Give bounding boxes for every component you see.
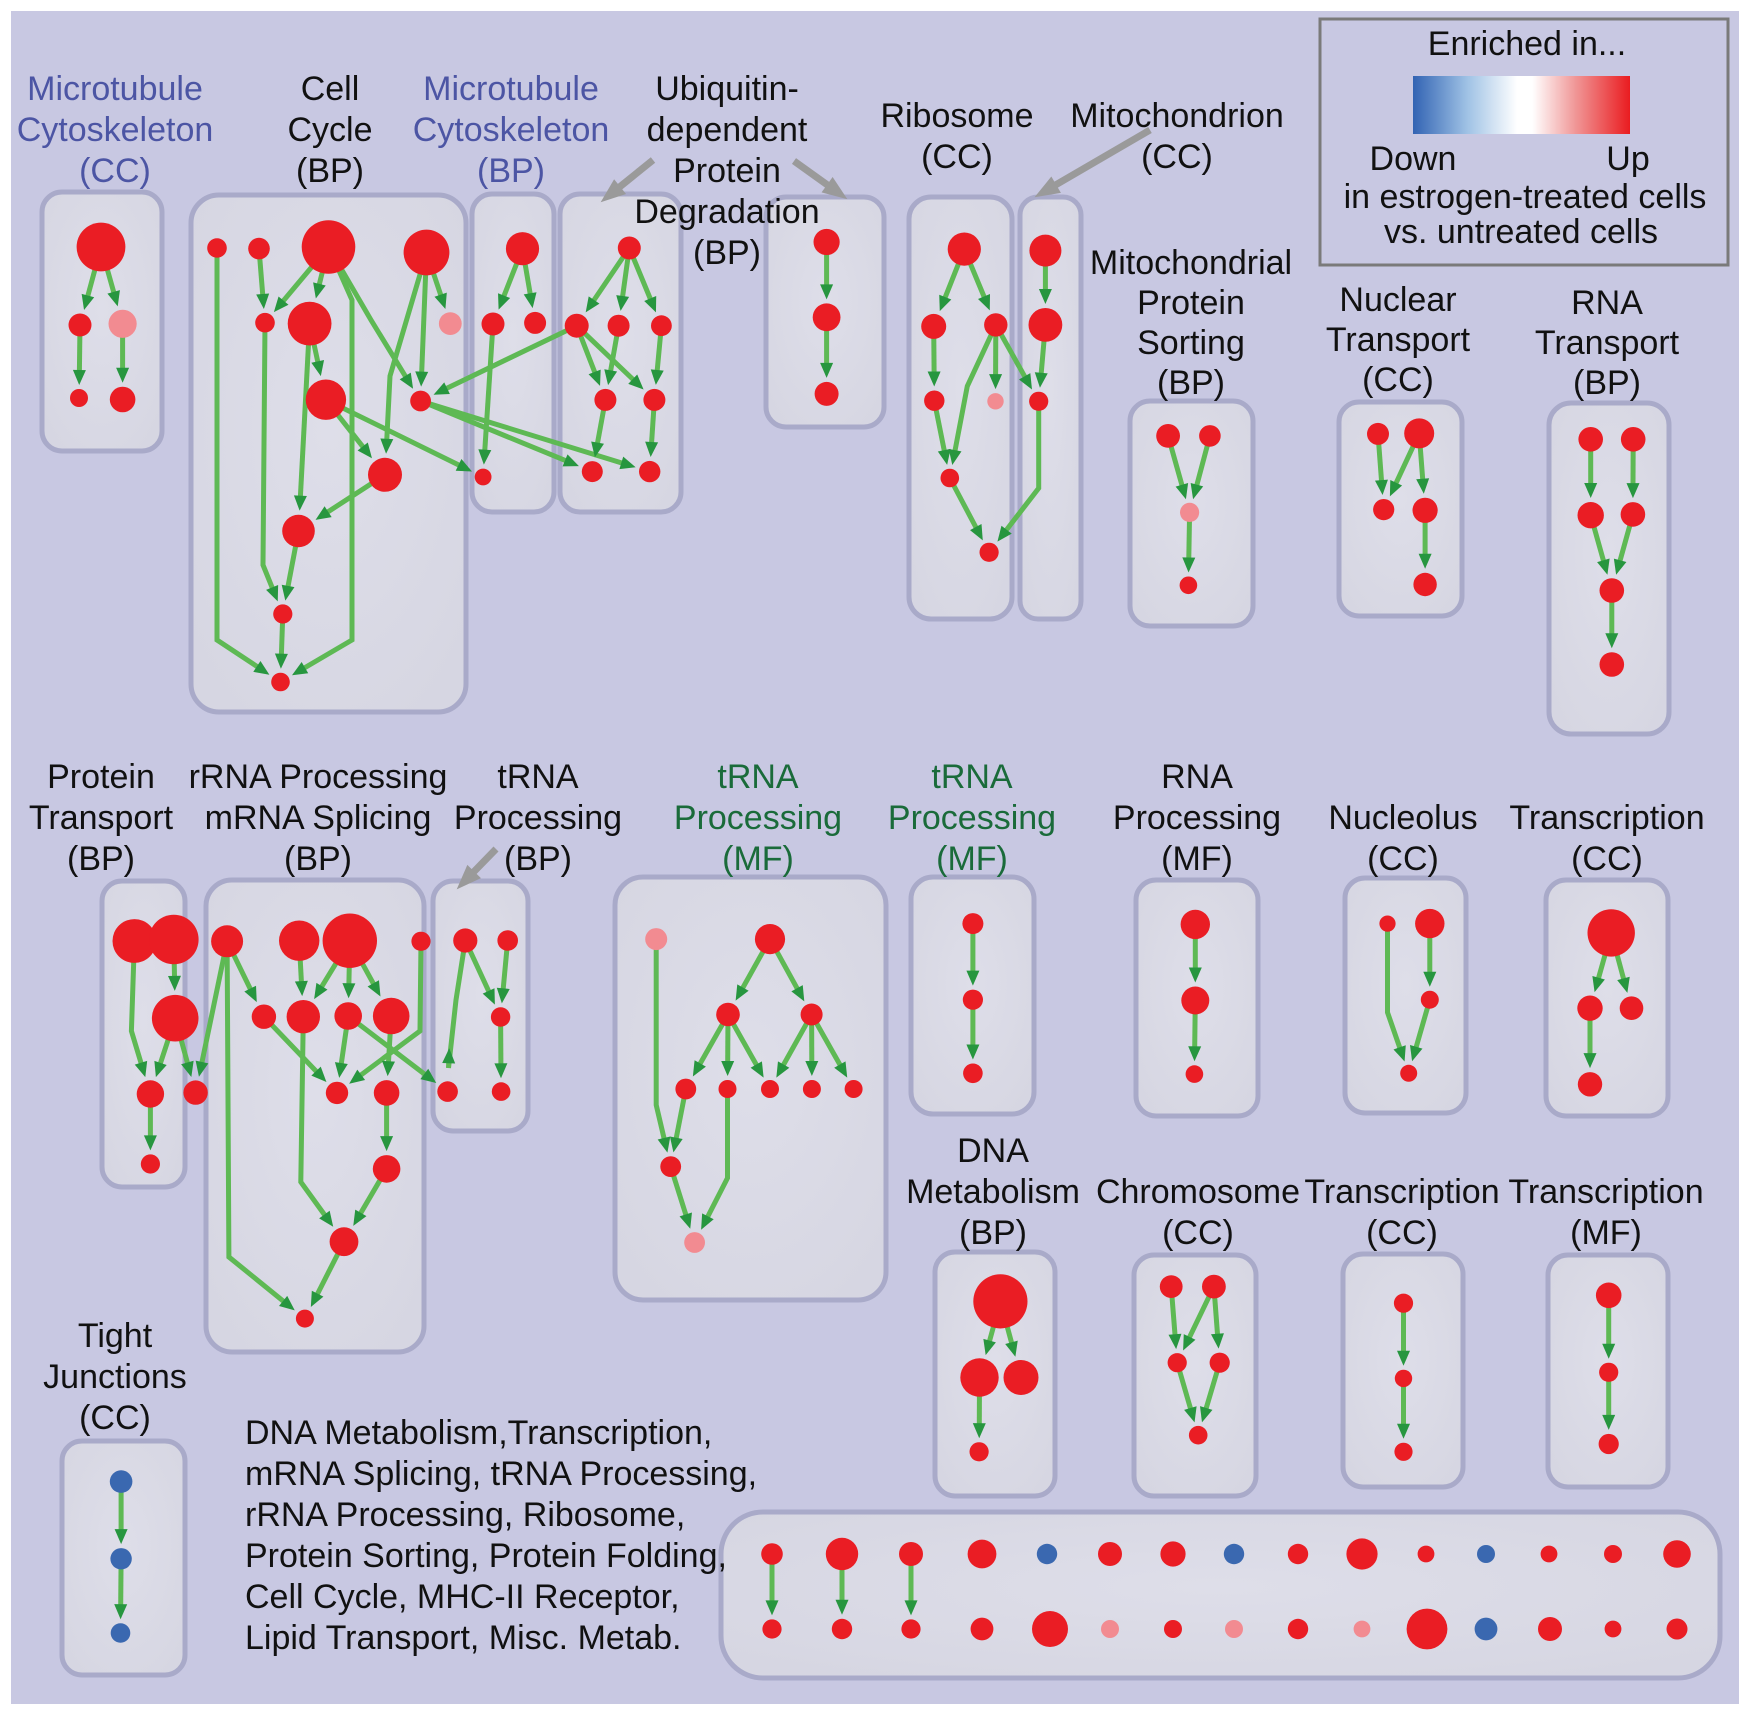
svg-text:tRNA: tRNA xyxy=(717,758,799,796)
svg-text:Transcription: Transcription xyxy=(1509,799,1704,837)
svg-text:tRNA: tRNA xyxy=(497,758,579,796)
svg-text:Processing: Processing xyxy=(674,799,842,837)
svg-text:Metabolism: Metabolism xyxy=(906,1173,1080,1211)
svg-text:Up: Up xyxy=(1606,140,1649,178)
svg-text:mRNA Splicing, tRNA Processing: mRNA Splicing, tRNA Processing, xyxy=(245,1455,757,1493)
svg-text:(BP): (BP) xyxy=(693,234,761,272)
svg-text:Microtubule: Microtubule xyxy=(27,70,203,108)
svg-text:DNA: DNA xyxy=(957,1132,1029,1170)
svg-text:(MF): (MF) xyxy=(1570,1214,1642,1252)
svg-text:Enriched in...: Enriched in... xyxy=(1428,25,1626,63)
svg-text:Sorting: Sorting xyxy=(1137,324,1245,362)
svg-text:Cell: Cell xyxy=(301,70,360,108)
svg-text:(CC): (CC) xyxy=(1366,1214,1438,1252)
svg-text:Protein: Protein xyxy=(1137,284,1245,322)
svg-text:(CC): (CC) xyxy=(79,1399,151,1437)
svg-text:(CC): (CC) xyxy=(1571,840,1643,878)
svg-text:Cytoskeleton: Cytoskeleton xyxy=(17,111,214,149)
svg-text:RNA: RNA xyxy=(1161,758,1233,796)
svg-text:Processing: Processing xyxy=(1113,799,1281,837)
svg-text:Transport: Transport xyxy=(29,799,174,837)
svg-text:Chromosome: Chromosome xyxy=(1096,1173,1300,1211)
svg-text:Cell Cycle, MHC-II Receptor,: Cell Cycle, MHC-II Receptor, xyxy=(245,1578,680,1616)
svg-text:(BP): (BP) xyxy=(296,152,364,190)
svg-text:Cytoskeleton: Cytoskeleton xyxy=(413,111,610,149)
svg-text:RNA: RNA xyxy=(1571,284,1643,322)
svg-text:(CC): (CC) xyxy=(1367,840,1439,878)
svg-text:Down: Down xyxy=(1370,140,1457,178)
svg-text:(CC): (CC) xyxy=(79,152,151,190)
svg-text:(CC): (CC) xyxy=(1141,138,1213,176)
svg-text:Mitochondrial: Mitochondrial xyxy=(1090,244,1292,282)
svg-text:Junctions: Junctions xyxy=(43,1358,187,1396)
svg-text:(MF): (MF) xyxy=(722,840,794,878)
svg-text:(BP): (BP) xyxy=(1573,364,1641,402)
svg-text:Nucleolus: Nucleolus xyxy=(1328,799,1477,837)
svg-text:Processing: Processing xyxy=(888,799,1056,837)
svg-text:vs. untreated cells: vs. untreated cells xyxy=(1384,213,1658,251)
svg-text:rRNA Processing, Ribosome,: rRNA Processing, Ribosome, xyxy=(245,1496,685,1534)
svg-text:(BP): (BP) xyxy=(477,152,545,190)
svg-text:Transport: Transport xyxy=(1535,324,1680,362)
svg-text:Cycle: Cycle xyxy=(287,111,372,149)
svg-text:Lipid Transport, Misc. Metab.: Lipid Transport, Misc. Metab. xyxy=(245,1619,682,1657)
svg-text:Protein: Protein xyxy=(47,758,155,796)
svg-text:rRNA Processing: rRNA Processing xyxy=(189,758,448,796)
svg-text:Nuclear: Nuclear xyxy=(1339,281,1456,319)
svg-text:mRNA Splicing: mRNA Splicing xyxy=(205,799,432,837)
svg-text:Microtubule: Microtubule xyxy=(423,70,599,108)
svg-text:Transcription: Transcription xyxy=(1508,1173,1703,1211)
svg-text:(BP): (BP) xyxy=(284,840,352,878)
svg-text:Mitochondrion: Mitochondrion xyxy=(1070,97,1284,135)
svg-text:Processing: Processing xyxy=(454,799,622,837)
svg-text:(BP): (BP) xyxy=(1157,364,1225,402)
svg-text:Ribosome: Ribosome xyxy=(880,97,1033,135)
svg-text:Tight: Tight xyxy=(78,1317,153,1355)
svg-text:Transcription: Transcription xyxy=(1304,1173,1499,1211)
svg-text:DNA Metabolism,Transcription,: DNA Metabolism,Transcription, xyxy=(245,1414,712,1452)
svg-text:(CC): (CC) xyxy=(1362,361,1434,399)
svg-text:(CC): (CC) xyxy=(1162,1214,1234,1252)
svg-text:dependent: dependent xyxy=(647,111,808,149)
svg-text:(MF): (MF) xyxy=(1161,840,1233,878)
svg-text:Transport: Transport xyxy=(1326,321,1471,359)
svg-text:(BP): (BP) xyxy=(67,840,135,878)
svg-text:tRNA: tRNA xyxy=(931,758,1013,796)
svg-text:Ubiquitin-: Ubiquitin- xyxy=(655,70,799,108)
svg-text:Protein: Protein xyxy=(673,152,781,190)
svg-text:(BP): (BP) xyxy=(959,1214,1027,1252)
svg-text:Degradation: Degradation xyxy=(634,193,819,231)
svg-text:Protein Sorting, Protein Foldi: Protein Sorting, Protein Folding, xyxy=(245,1537,727,1575)
svg-text:(BP): (BP) xyxy=(504,840,572,878)
svg-text:(MF): (MF) xyxy=(936,840,1008,878)
svg-text:in estrogen-treated cells: in estrogen-treated cells xyxy=(1344,178,1707,216)
svg-text:(CC): (CC) xyxy=(921,138,993,176)
